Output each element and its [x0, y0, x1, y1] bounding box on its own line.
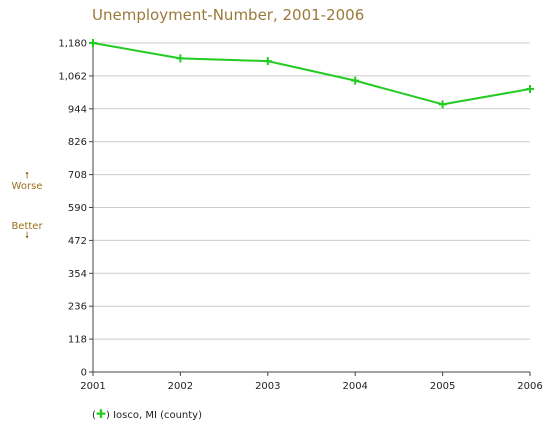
x-tick-label: 2003: [255, 381, 280, 392]
data-point[interactable]: [89, 39, 97, 47]
series-line: [92, 42, 531, 106]
gridlines: [93, 42, 530, 373]
x-axis: 2001 2002 2003 2004 2005 2006: [80, 372, 543, 392]
data-point[interactable]: [526, 85, 534, 94]
y-tick-label: 1,062: [58, 71, 87, 82]
up-arrow-icon: 🠕: [25, 171, 29, 181]
y-tick-label: 590: [68, 203, 87, 214]
data-point[interactable]: [176, 54, 185, 63]
data-point[interactable]: [438, 100, 447, 109]
x-tick-label: 2004: [342, 381, 367, 392]
better-label: Better: [11, 221, 43, 232]
y-tick-label: 236: [68, 302, 87, 313]
chart-title: Unemployment-Number, 2001-2006: [92, 6, 365, 24]
y-tick-label: 826: [68, 137, 87, 148]
x-tick-label: 2006: [517, 381, 542, 392]
legend-close-paren: ): [105, 410, 110, 421]
data-point[interactable]: [351, 76, 360, 85]
legend-open-paren: (: [92, 410, 96, 421]
y-tick-label: 472: [68, 236, 87, 247]
x-tick-label: 2002: [168, 381, 193, 392]
y-tick-label: 708: [68, 170, 87, 181]
legend-label: Iosco, MI (county): [113, 410, 203, 421]
down-arrow-icon: 🠗: [25, 231, 29, 241]
y-tick-label: 118: [68, 335, 87, 346]
data-point[interactable]: [263, 57, 272, 66]
y-tick-label: 354: [68, 269, 87, 280]
legend: (✚) Iosco, MI (county): [92, 407, 202, 421]
legend-plus-icon: ✚: [95, 407, 106, 421]
x-tick-label: 2001: [80, 381, 105, 392]
y-axis: 0 118 236 354 472 590 708 826 944 1,062 1,180: [58, 39, 94, 379]
y-tick-label: 0: [81, 368, 87, 379]
worse-label: Worse: [11, 181, 43, 192]
worse-indicator: 🠕 Worse: [2, 171, 52, 193]
x-tick-label: 2005: [430, 381, 455, 392]
better-indicator: Better 🠗: [2, 221, 52, 241]
y-tick-label: 1,180: [58, 39, 87, 50]
y-tick-label: 944: [68, 104, 87, 115]
series-layer: [89, 39, 534, 109]
